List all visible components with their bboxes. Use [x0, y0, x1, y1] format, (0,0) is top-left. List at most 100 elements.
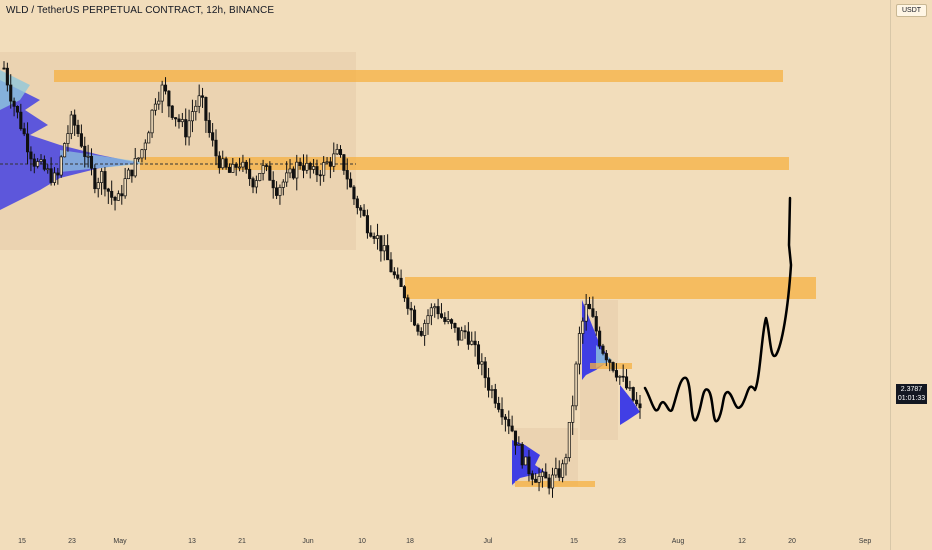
candle-body [497, 402, 501, 410]
candle-body [59, 156, 63, 176]
candle-body [524, 456, 528, 466]
candle-body [466, 331, 470, 345]
candle-body [278, 187, 282, 196]
candle-body [510, 425, 514, 432]
candle-body [56, 172, 60, 176]
x-tick-label: 10 [358, 538, 366, 545]
candle-body [318, 174, 322, 177]
candle-body [241, 161, 245, 168]
x-tick-label: 15 [570, 538, 578, 545]
candle-body [26, 133, 30, 153]
candle-body [305, 162, 309, 171]
candle-body [450, 319, 454, 324]
candle-body [392, 271, 396, 276]
candle-body [507, 419, 511, 427]
candle-body [624, 376, 629, 389]
candle-body [66, 133, 70, 144]
candle-body [315, 166, 319, 176]
chart-plot-area[interactable]: 7.50007.00006.60006.20005.80005.40005.00… [0, 0, 890, 550]
candle-body [86, 155, 90, 158]
candle-body [83, 145, 87, 157]
candle-body [190, 111, 194, 122]
candle-body [534, 478, 538, 483]
candle-body [103, 171, 107, 190]
projection-path [643, 196, 793, 423]
candle-body [372, 235, 376, 239]
support-zone[interactable] [590, 363, 632, 369]
candle-body [46, 168, 50, 171]
candle-body [614, 370, 618, 378]
candle-body [69, 114, 73, 134]
candle-body [375, 235, 380, 239]
price-axis-panel[interactable] [890, 0, 932, 550]
candle-body [574, 363, 578, 407]
candle-body [423, 323, 427, 336]
candle-body [591, 308, 595, 317]
candle-body [301, 165, 306, 171]
candle-body [261, 165, 265, 174]
x-tick-label: 18 [406, 538, 414, 545]
candle-body [174, 117, 178, 120]
candle-body [238, 166, 242, 169]
candle-body [335, 149, 339, 155]
currency-badge[interactable]: USDT [896, 4, 928, 17]
candle-body [73, 114, 77, 126]
candle-body [584, 303, 588, 322]
candle-body [52, 172, 57, 183]
candle-body [9, 84, 13, 102]
candle-body [163, 84, 168, 92]
candle-body [312, 166, 316, 170]
candle-body [308, 162, 312, 170]
candle-body [406, 297, 410, 309]
candle-body [231, 164, 235, 173]
candle-body [123, 178, 127, 197]
x-tick-label: 12 [738, 538, 746, 545]
support-zone[interactable] [515, 481, 595, 487]
candle-body [476, 344, 481, 365]
candle-body [221, 158, 225, 169]
candle-body [402, 286, 406, 299]
resistance-zone[interactable] [405, 277, 816, 299]
candle-body [493, 389, 497, 404]
candle-body [160, 84, 164, 102]
candle-body [275, 187, 279, 196]
candle-body [194, 105, 198, 112]
candle-body [621, 375, 625, 378]
candle-body [550, 474, 555, 489]
candle-body [355, 198, 359, 209]
candle-body [473, 340, 477, 346]
candle-body [79, 133, 83, 147]
x-tick-label: Sep [859, 538, 872, 545]
candle-body [32, 158, 36, 167]
candle-body [611, 362, 615, 371]
candle-body [544, 471, 548, 479]
candle-body [110, 190, 114, 198]
candle-body [557, 468, 561, 478]
candle-body [227, 166, 232, 173]
candle-body [382, 245, 386, 252]
candle-body [369, 232, 373, 237]
candle-body [463, 330, 467, 333]
candle-body [416, 324, 420, 332]
candle-body [554, 468, 558, 476]
candle-body [49, 168, 53, 183]
candle-body [167, 90, 171, 107]
candle-body [2, 67, 6, 70]
candle-body [439, 313, 444, 318]
candle-body [362, 209, 366, 216]
candle-body [140, 149, 144, 159]
candle-body [638, 403, 642, 409]
resistance-zone[interactable] [54, 70, 783, 82]
last-price-tag: 2.3787 01:01:33 [896, 384, 927, 404]
candle-body [513, 430, 518, 446]
candle-body [446, 319, 450, 322]
x-tick-label: Aug [672, 538, 685, 545]
candle-body [389, 259, 393, 273]
candle-body [120, 193, 124, 197]
candle-body [207, 120, 211, 134]
candle-body [342, 154, 346, 171]
candle-body [577, 333, 581, 365]
candle-body [332, 153, 336, 167]
candle-body [571, 405, 575, 423]
candle-body [453, 323, 457, 329]
